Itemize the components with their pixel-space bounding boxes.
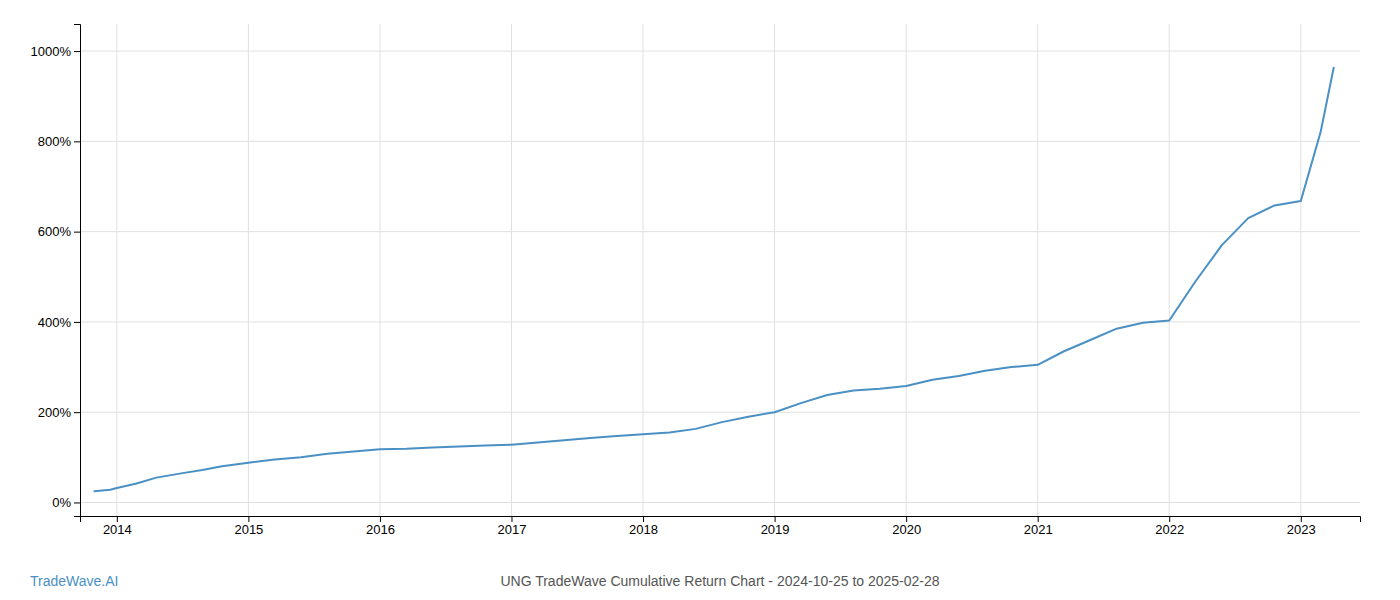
y-axis-tick-mark xyxy=(74,141,80,142)
y-axis-tick-label: 400% xyxy=(38,315,72,330)
y-axis-tick: 800% xyxy=(38,134,80,149)
y-axis-tick: 0% xyxy=(52,495,80,510)
x-axis-tick-label: 2023 xyxy=(1287,522,1316,537)
x-axis-tick-mark xyxy=(511,516,512,522)
y-axis-tick-label: 600% xyxy=(38,224,72,239)
x-axis-tick: 2020 xyxy=(892,516,921,537)
grid-line-x xyxy=(643,24,644,516)
x-axis-tick-label: 2016 xyxy=(366,522,395,537)
y-axis-tick-mark xyxy=(74,412,80,413)
plot-marks xyxy=(94,68,1333,491)
y-axis-tick-mark xyxy=(74,502,80,503)
grid-line-y xyxy=(80,51,1360,52)
x-axis-tick-mark xyxy=(1301,516,1302,522)
y-axis-tick-label: 1000% xyxy=(31,44,72,59)
y-axis-tick: 400% xyxy=(38,315,80,330)
x-axis-tick-mark xyxy=(643,516,644,522)
y-axis-tick: 200% xyxy=(38,405,80,420)
grid-line-x xyxy=(1300,24,1301,516)
x-axis-tick-mark xyxy=(1038,516,1039,522)
x-axis-tick-mark xyxy=(248,516,249,522)
x-axis-tick-mark xyxy=(775,516,776,522)
grid-line-x xyxy=(1169,24,1170,516)
x-axis-tick: 2014 xyxy=(103,516,132,537)
x-axis-tick-mark xyxy=(380,516,381,522)
x-axis: 2014 2015 2016 2017 2018 2019 2020 2021 2022 2023 xyxy=(81,516,1361,537)
x-axis-tick-label: 2020 xyxy=(892,522,921,537)
y-axis-tick-label: 800% xyxy=(38,134,72,149)
y-axis-line xyxy=(74,25,81,517)
x-axis-tick-mark xyxy=(906,516,907,522)
y-axis-tick-label: 0% xyxy=(52,495,71,510)
grid-line-x xyxy=(248,24,249,516)
x-axis-tick-label: 2022 xyxy=(1155,522,1184,537)
x-axis-tick-label: 2015 xyxy=(234,522,263,537)
grid-line-x xyxy=(774,24,775,516)
x-axis-tick: 2022 xyxy=(1155,516,1184,537)
y-axis-tick-mark xyxy=(74,51,80,52)
x-axis-tick-label: 2014 xyxy=(103,522,132,537)
x-axis-tick: 2023 xyxy=(1287,516,1316,537)
grid-line-y xyxy=(80,231,1360,232)
grid-line-x xyxy=(116,24,117,516)
grid-line-y xyxy=(80,141,1360,142)
grid-line-x xyxy=(906,24,907,516)
y-axis-tick: 600% xyxy=(38,224,80,239)
chart: 2014 2015 2016 2017 2018 2019 2020 2021 2022 2023… xyxy=(0,0,1400,600)
x-axis-line xyxy=(81,517,1361,523)
x-axis-tick: 2015 xyxy=(234,516,263,537)
x-axis-tick: 2021 xyxy=(1024,516,1053,537)
x-axis-tick: 2017 xyxy=(498,516,527,537)
y-axis-tick-mark xyxy=(74,232,80,233)
y-axis-tick: 1000% xyxy=(31,44,80,59)
x-axis-tick: 2018 xyxy=(629,516,658,537)
x-axis-tick: 2016 xyxy=(366,516,395,537)
x-axis-tick-mark xyxy=(117,516,118,522)
y-axis: 0% 200% 400% 600% 800% 1000% xyxy=(31,25,81,517)
grid-line-x xyxy=(1037,24,1038,516)
x-axis-tick-label: 2021 xyxy=(1024,522,1053,537)
grid-line-x xyxy=(511,24,512,516)
y-axis-tick-mark xyxy=(74,322,80,323)
annotation: TradeWave.AI xyxy=(30,573,118,589)
grid-line-x xyxy=(379,24,380,516)
x-axis-tick-label: 2018 xyxy=(629,522,658,537)
x-axis-tick-label: 2019 xyxy=(761,522,790,537)
annotations: TradeWave.AI UNG TradeWave Cumulative Ret… xyxy=(30,573,940,589)
y-axis-tick-label: 200% xyxy=(38,405,72,420)
x-axis-tick-label: 2017 xyxy=(498,522,527,537)
annotation: UNG TradeWave Cumulative Return Chart - … xyxy=(500,573,939,589)
grid-line-y xyxy=(80,412,1360,413)
series-line xyxy=(94,68,1333,491)
grid-line-y xyxy=(80,502,1360,503)
x-axis-tick: 2019 xyxy=(761,516,790,537)
grid xyxy=(80,24,1360,516)
x-axis-tick-mark xyxy=(1169,516,1170,522)
